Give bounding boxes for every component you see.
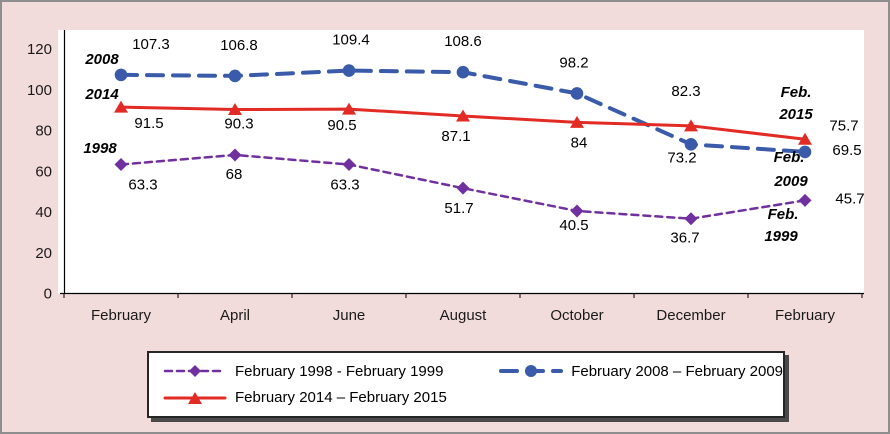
legend-label-2014-2015: February 2014 – February 2015 <box>235 389 447 407</box>
legend-swatch-2008-icon <box>499 365 564 378</box>
y-tick-label: 20 <box>35 245 52 262</box>
marker-diamond <box>570 204 584 218</box>
marker-diamond <box>798 193 812 207</box>
legend-item-2008-2009[interactable]: February 2008 – February 2009 <box>499 363 783 380</box>
y-tick-label: 100 <box>27 82 52 99</box>
annotation: 2008 <box>84 51 119 68</box>
y-tick-label: 0 <box>44 286 52 303</box>
x-axis-label: October <box>550 307 603 324</box>
data-label: 109.4 <box>332 32 370 49</box>
data-label: 87.1 <box>441 128 470 145</box>
marker-diamond <box>228 148 242 162</box>
data-label: 107.3 <box>132 36 170 53</box>
x-axis-label: August <box>440 307 488 324</box>
marker-triangle <box>342 102 356 115</box>
legend-swatch-1998-icon <box>163 365 227 378</box>
x-axis-label: June <box>333 307 366 324</box>
legend-swatch-2014-icon <box>163 391 227 404</box>
marker-triangle <box>798 132 812 145</box>
legend-row-2: February 2014 – February 2015 <box>163 389 783 406</box>
marker-diamond <box>342 158 356 172</box>
chart-legend: February 1998 - February 1999 February 2… <box>147 351 785 418</box>
marker-circle <box>570 87 584 100</box>
x-axis-label: December <box>656 307 725 324</box>
annotation: 1999 <box>764 228 798 245</box>
legend-label-1998-1999: February 1998 - February 1999 <box>235 362 444 380</box>
data-label: 73.2 <box>667 149 696 166</box>
y-tick-label: 80 <box>35 123 52 140</box>
marker-circle <box>798 145 812 159</box>
marker-diamond <box>684 212 698 226</box>
annotation: 2014 <box>84 86 119 103</box>
data-label: 82.3 <box>671 83 700 100</box>
annotation: Feb. <box>774 149 805 166</box>
data-label: 40.5 <box>559 217 588 234</box>
data-label: 98.2 <box>559 54 588 71</box>
data-label: 90.5 <box>327 117 356 134</box>
y-tick-label: 120 <box>27 41 52 58</box>
marker-triangle <box>456 109 470 122</box>
legend-item-1998-1999[interactable]: February 1998 - February 1999 <box>163 363 499 380</box>
data-label: 68 <box>226 166 243 183</box>
marker-triangle <box>114 100 128 113</box>
marker-triangle <box>570 115 584 128</box>
data-label: 91.5 <box>134 115 163 132</box>
data-label: 63.3 <box>128 177 157 194</box>
annotation: 2009 <box>773 173 808 190</box>
data-label: 45.7 <box>835 190 864 207</box>
data-label: 106.8 <box>220 37 258 54</box>
legend-row-1: February 1998 - February 1999 February 2… <box>163 363 783 380</box>
data-label: 84 <box>571 134 588 151</box>
marker-circle <box>114 68 128 82</box>
marker-circle <box>684 138 698 151</box>
annotation: 1998 <box>83 140 117 157</box>
data-label: 69.5 <box>832 142 861 159</box>
x-axis-label: February <box>91 307 152 324</box>
data-label: 51.7 <box>444 200 473 217</box>
marker-diamond <box>456 181 470 195</box>
data-label: 90.3 <box>224 116 253 133</box>
data-label: 108.6 <box>444 33 482 50</box>
marker-circle <box>456 65 470 79</box>
data-label: 36.7 <box>670 230 699 247</box>
y-tick-label: 60 <box>35 163 52 180</box>
marker-circle <box>342 64 356 77</box>
legend-label-2008-2009: February 2008 – February 2009 <box>571 362 783 380</box>
annotation: 2015 <box>778 106 813 123</box>
x-axis-label: February <box>775 307 836 324</box>
marker-diamond <box>114 158 128 172</box>
marker-triangle <box>684 119 698 132</box>
data-label: 63.3 <box>330 177 359 194</box>
annotation: Feb. <box>768 206 799 223</box>
annotation: Feb. <box>781 84 812 101</box>
data-label: 75.7 <box>829 117 858 134</box>
y-tick-label: 40 <box>35 204 52 221</box>
marker-triangle <box>228 103 242 116</box>
legend-item-2014-2015[interactable]: February 2014 – February 2015 <box>163 389 507 406</box>
x-axis-label: April <box>220 307 250 324</box>
marker-circle <box>228 69 242 83</box>
